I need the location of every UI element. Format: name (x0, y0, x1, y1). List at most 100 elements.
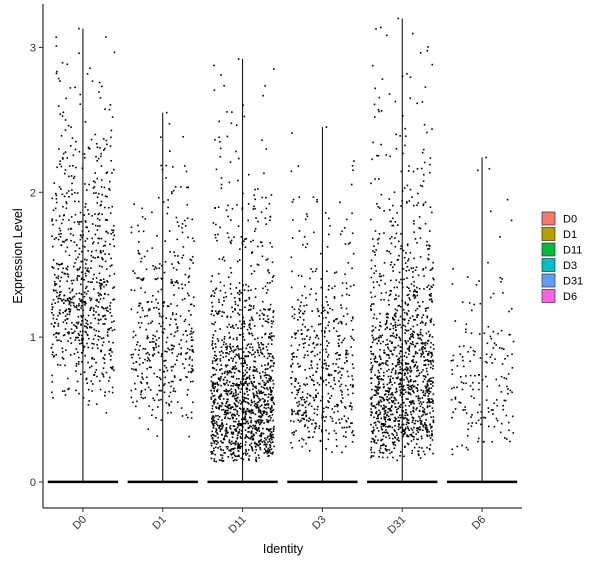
data-point (230, 388, 233, 390)
data-point (251, 435, 254, 438)
data-point (473, 353, 475, 356)
data-point (102, 337, 105, 339)
data-point (430, 318, 433, 320)
data-point (486, 361, 488, 364)
data-point (247, 458, 250, 460)
data-point (294, 333, 297, 336)
data-point (471, 381, 474, 384)
data-point (91, 215, 93, 217)
data-point (423, 378, 426, 381)
data-point (226, 447, 229, 450)
data-point (66, 157, 69, 159)
data-point (180, 353, 182, 356)
data-point (95, 277, 98, 279)
data-point (77, 315, 80, 318)
data-point (402, 318, 404, 320)
data-point (250, 412, 252, 415)
data-point (394, 430, 396, 433)
data-point (377, 108, 380, 111)
data-point (152, 355, 154, 357)
data-point (246, 401, 249, 404)
data-point (470, 395, 473, 398)
data-point (419, 397, 421, 400)
data-point (389, 289, 392, 292)
data-point (386, 370, 388, 372)
data-point (97, 306, 99, 308)
data-point (227, 409, 229, 412)
x-tick-label: D11 (227, 514, 249, 536)
data-point (398, 357, 401, 359)
data-point (389, 410, 391, 412)
data-point (59, 163, 61, 165)
data-point (299, 310, 302, 312)
data-point (422, 203, 425, 205)
data-point (243, 322, 246, 325)
data-point (419, 401, 422, 403)
data-point (108, 353, 111, 355)
data-point (231, 416, 234, 419)
data-point (240, 430, 243, 432)
data-point (323, 359, 326, 362)
data-point (55, 289, 57, 292)
data-point (262, 371, 264, 373)
data-point (414, 238, 417, 240)
data-point (267, 450, 269, 452)
data-point (236, 397, 238, 400)
data-point (231, 207, 234, 210)
data-point (426, 49, 429, 52)
data-point (185, 330, 187, 332)
data-point (141, 307, 144, 309)
data-point (378, 421, 381, 424)
data-point (223, 437, 225, 439)
data-point (502, 404, 504, 407)
x-tick-label: D31 (386, 514, 409, 537)
data-point (141, 216, 144, 218)
data-point (351, 386, 354, 388)
data-point (248, 411, 251, 413)
data-point (221, 426, 224, 429)
data-point (166, 369, 169, 372)
data-point (97, 237, 100, 240)
data-point (413, 284, 415, 287)
data-point (237, 396, 239, 399)
data-point (232, 360, 234, 362)
data-point (264, 374, 267, 376)
data-point (161, 315, 164, 318)
data-point (57, 333, 60, 335)
data-point (210, 411, 213, 413)
data-point (210, 457, 213, 460)
data-point (511, 353, 513, 356)
data-point (488, 167, 491, 170)
data-point (293, 356, 296, 358)
data-point (387, 411, 389, 414)
data-point (104, 391, 107, 393)
data-point (402, 369, 405, 372)
data-point (185, 375, 187, 378)
data-point (80, 323, 82, 325)
data-point (308, 449, 311, 452)
data-point (190, 314, 192, 316)
data-point (409, 251, 412, 254)
data-point (222, 343, 225, 346)
data-point (50, 323, 53, 325)
data-point (140, 278, 143, 281)
data-point (211, 430, 213, 433)
data-point (64, 172, 66, 175)
data-point (390, 350, 392, 353)
data-point (406, 434, 408, 436)
data-point (156, 330, 158, 333)
data-point (267, 419, 270, 422)
data-point (244, 401, 247, 403)
data-point (339, 377, 342, 379)
data-point (388, 354, 390, 357)
data-point (62, 214, 65, 217)
data-point (76, 308, 79, 311)
data-point (264, 449, 267, 452)
data-point (427, 384, 429, 387)
data-point (391, 413, 394, 416)
data-point (298, 196, 301, 198)
data-point (140, 260, 142, 263)
data-point (239, 391, 242, 394)
data-point (403, 455, 405, 458)
data-point (138, 349, 141, 351)
